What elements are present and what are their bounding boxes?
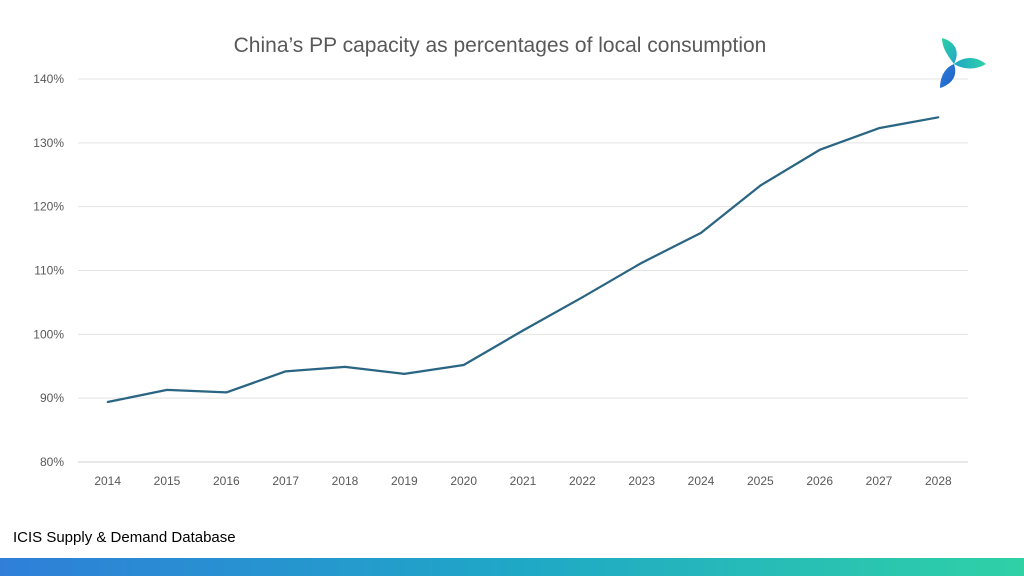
data-point	[640, 261, 643, 264]
data-point	[225, 391, 228, 394]
x-tick-label: 2023	[628, 474, 655, 488]
x-axis-ticks: 2014 2015 2016 2017 2018 2019 2020 2021 2022 2023…	[94, 474, 952, 488]
x-tick-label: 2022	[569, 474, 596, 488]
data-point	[759, 184, 762, 187]
data-point	[818, 148, 821, 151]
data-point	[106, 400, 109, 403]
x-tick-label: 2018	[332, 474, 359, 488]
data-point	[878, 127, 880, 130]
data-point	[284, 370, 287, 373]
y-tick-label: 120%	[33, 200, 64, 214]
x-tick-label: 2016	[213, 474, 240, 488]
x-tick-label: 2019	[391, 474, 418, 488]
x-tick-label: 2015	[154, 474, 181, 488]
source-note: ICIS Supply & Demand Database	[13, 529, 236, 546]
gridlines	[78, 78, 968, 463]
x-tick-label: 2028	[925, 474, 952, 488]
y-tick-label: 140%	[33, 72, 64, 86]
data-point	[700, 231, 702, 234]
x-tick-label: 2025	[747, 474, 774, 488]
y-tick-label: 130%	[33, 136, 64, 150]
x-tick-label: 2014	[94, 474, 121, 488]
y-tick-label: 80%	[40, 455, 64, 469]
y-tick-label: 110%	[34, 264, 64, 278]
x-tick-label: 2026	[806, 474, 833, 488]
y-tick-label: 100%	[33, 327, 64, 341]
chart-title: China’s PP capacity as percentages of lo…	[233, 34, 767, 57]
series-layer	[106, 116, 940, 404]
data-point	[462, 363, 465, 366]
data-point	[581, 296, 584, 299]
y-tick-label: 90%	[40, 391, 64, 405]
x-tick-label: 2020	[450, 474, 477, 488]
x-tick-label: 2021	[510, 474, 537, 488]
series-line	[107, 116, 939, 404]
y-axis-ticks: 80% 90% 100% 110% 120% 130% 140%	[33, 72, 64, 469]
x-tick-label: 2024	[688, 474, 715, 488]
footer-gradient-bar	[0, 558, 1024, 576]
data-point	[522, 329, 524, 332]
data-point	[166, 388, 168, 391]
x-tick-label: 2027	[866, 474, 893, 488]
data-point	[344, 365, 346, 368]
data-point	[937, 116, 940, 119]
data-point	[403, 372, 406, 375]
x-tick-label: 2017	[272, 474, 299, 488]
icis-logo-icon	[932, 36, 988, 95]
